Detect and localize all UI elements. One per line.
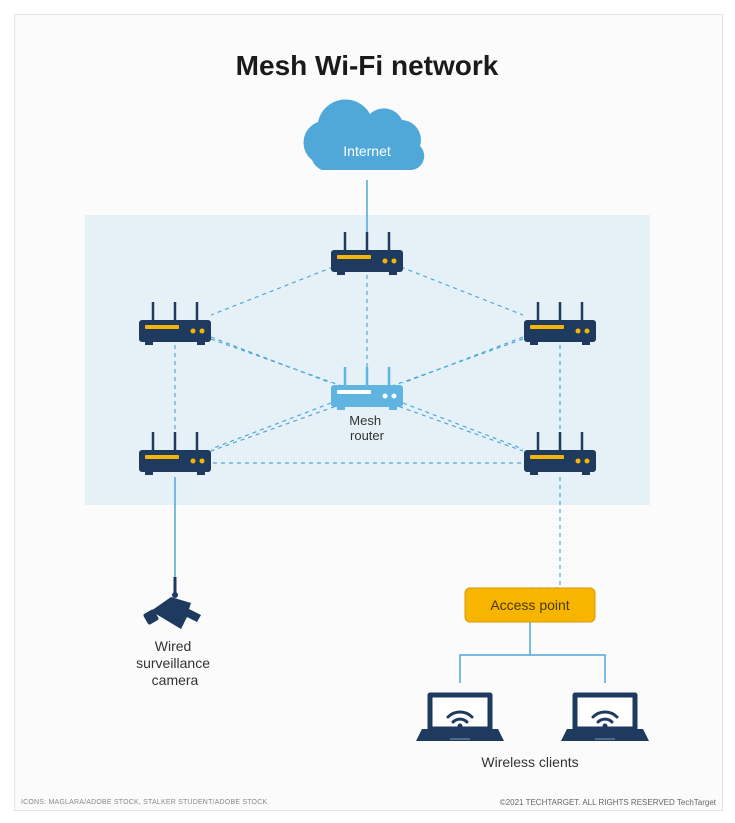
footer-credit: ICONS: MAGLARA/ADOBE STOCK, STALKER STUD… [21, 799, 267, 806]
edge [530, 655, 605, 683]
laptop-icon [561, 695, 649, 741]
diagram-frame: Mesh Wi-Fi network Internet Mesh router [14, 14, 723, 811]
access-point-label: Access point [490, 597, 569, 613]
laptop-icon [416, 695, 504, 741]
brand-credit: ©2021 TECHTARGET. ALL RIGHTS RESERVED Te… [500, 798, 716, 807]
camera-label: Wired surveillance camera [136, 638, 214, 688]
internet-cloud: Internet [304, 99, 425, 170]
outer-frame: Mesh Wi-Fi network Internet Mesh router [0, 0, 735, 823]
camera-icon [143, 577, 201, 629]
edge [460, 622, 530, 683]
wireless-clients-label: Wireless clients [481, 754, 578, 770]
cloud-label: Internet [343, 143, 391, 159]
network-diagram: Mesh Wi-Fi network Internet Mesh router [15, 15, 722, 810]
access-point-box: Access point [465, 588, 595, 622]
mesh-router-label: Mesh router [349, 413, 384, 443]
diagram-title: Mesh Wi-Fi network [236, 50, 499, 81]
